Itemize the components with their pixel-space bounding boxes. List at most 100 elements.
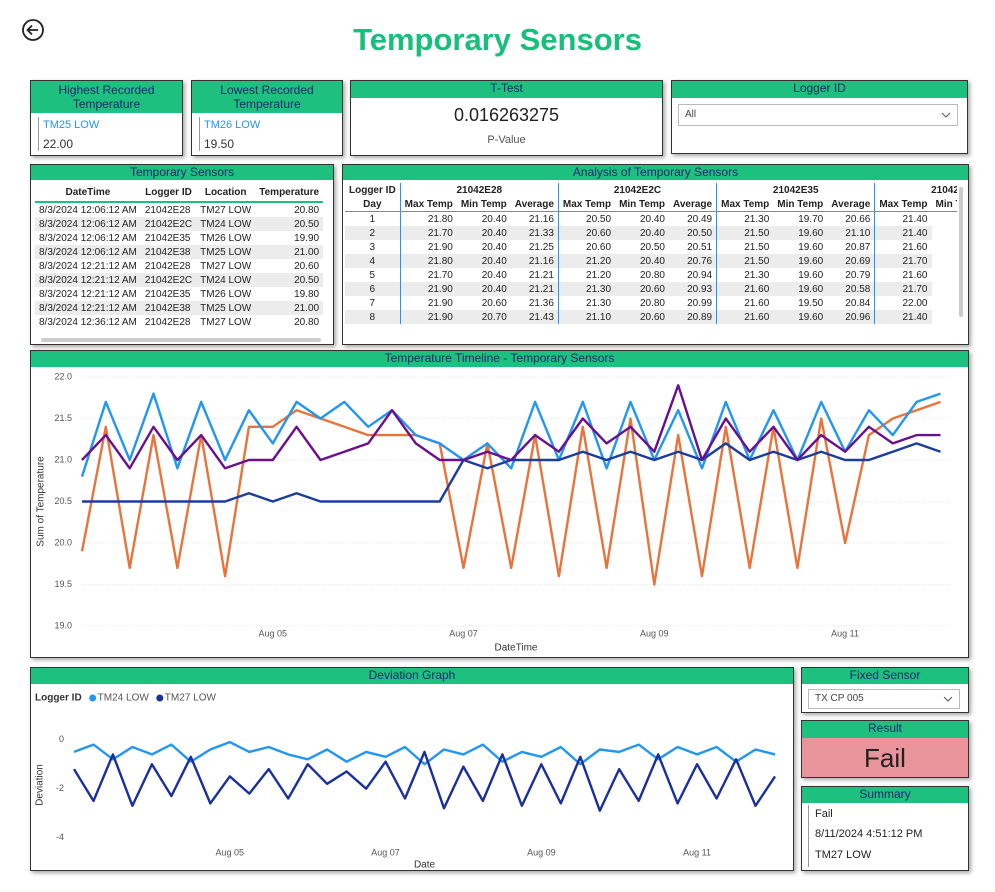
table-cell: 20.84 xyxy=(827,296,876,310)
table-cell: 21.30 xyxy=(586,283,612,295)
deviation-panel: Deviation Graph 0 -2 -4 Aug 05 Aug 07 Aug 09 A… xyxy=(30,667,794,871)
y-tick-label: 20.5 xyxy=(54,496,72,506)
table-cell: 21.21 xyxy=(510,268,559,282)
table-cell: 20.70 xyxy=(481,311,507,323)
table-cell: 8/3/2024 12:06:12 AM xyxy=(39,204,137,216)
x-tick-label: Aug 09 xyxy=(640,628,669,638)
logger-header: 21042E28 xyxy=(400,183,559,197)
table-cell: 19.80 xyxy=(294,288,320,300)
table-row: 8 21.90 20.70 21.43 21.10 20.60 20.89 21.60 19.6… xyxy=(345,310,957,324)
table-body: 8/3/2024 12:06:12 AM 21042E28 TM27 LOW 20.8… xyxy=(35,202,324,329)
header-row: Logger ID21042E2821042E2C21042E3521042E3… xyxy=(345,183,957,197)
x-tick-label: Aug 07 xyxy=(371,847,400,857)
table-cell: 19.60 xyxy=(798,311,824,323)
result-card: Result Fail xyxy=(801,720,969,778)
table-cell: 21.43 xyxy=(510,310,559,324)
y-tick-label: 21.0 xyxy=(54,454,72,464)
card-logger: TM26 LOW xyxy=(204,119,261,131)
sensor-table-panel: Temporary Sensors DateTime Logger ID Locat… xyxy=(30,164,334,345)
table-row: 8/3/2024 12:21:12 AM 21042E2C TM24 LOW 20.5… xyxy=(35,273,324,287)
chevron xyxy=(941,112,951,118)
card-title: T-Test xyxy=(351,81,662,98)
table-cell: 3 xyxy=(345,240,401,254)
table-row: 5 21.70 20.40 21.21 21.20 20.80 20.94 21.30 19.6… xyxy=(345,268,957,282)
table-row: 4 21.80 20.40 21.16 21.20 20.40 20.76 21.50 19.6… xyxy=(345,254,957,268)
measure-header: Min Temp xyxy=(773,197,828,212)
table-cell: 20.50 xyxy=(255,273,324,287)
measure-header: Max Temp xyxy=(400,197,457,212)
table-cell: 20.87 xyxy=(827,240,876,254)
table-cell: 21042E35 xyxy=(144,232,191,244)
series-line xyxy=(81,384,941,470)
table-row: 8/3/2024 12:06:12 AM 21042E35 TM26 LOW 19.9… xyxy=(35,231,323,245)
corner-header: Logger ID xyxy=(345,183,401,197)
table-cell: TM25 LOW xyxy=(196,245,256,259)
column-header: Logger ID xyxy=(140,183,197,203)
series-line xyxy=(73,740,776,766)
header-row: Day Max Temp Min Temp Average Max Temp Min Te… xyxy=(345,197,957,212)
ttest-card: T-Test 0.016263275 P-Value xyxy=(350,80,663,156)
measure-header: Min Temp xyxy=(931,197,957,212)
table-cell: 20.76 xyxy=(669,254,718,268)
table-cell: 8/3/2024 12:21:12 AM xyxy=(39,260,137,272)
table-cell: 19.60 xyxy=(798,283,824,295)
table-cell: 21.00 xyxy=(255,245,324,259)
y-tick-label: 0 xyxy=(59,734,64,744)
corner-header: Day xyxy=(345,197,401,212)
table-row: 8/3/2024 12:36:12 AM 21042E28 TM27 LOW 20.8… xyxy=(35,315,323,329)
back-button[interactable] xyxy=(21,18,45,42)
y-tick-label: -2 xyxy=(56,783,64,793)
table-cell: 7 xyxy=(345,296,401,310)
dropdown[interactable]: TX CP 005 xyxy=(808,689,960,709)
table-cell: 20.50 xyxy=(669,226,718,240)
table-cell: 21.90 xyxy=(427,283,453,295)
table-cell: TM25 LOW xyxy=(196,301,256,315)
table-cell: 20.94 xyxy=(669,268,718,282)
table-cell: 19.90 xyxy=(294,232,320,244)
card-title: Lowest Recorded Temperature xyxy=(192,81,342,113)
summary-line: Fail xyxy=(815,808,833,820)
lowest-card: Lowest Recorded Temperature TM26 LOW 19.… xyxy=(191,80,343,156)
table-cell: 21.10 xyxy=(586,311,612,323)
table-cell: 20.40 xyxy=(481,283,507,295)
table-cell: 5 xyxy=(345,268,401,282)
table-cell: 21042E2C xyxy=(140,273,197,287)
series-line xyxy=(80,392,941,477)
table-cell: 21.33 xyxy=(510,226,559,240)
table-cell: TM27 LOW xyxy=(200,260,252,272)
table-cell: 8/3/2024 12:06:12 AM xyxy=(39,232,137,244)
x-tick-label: Aug 05 xyxy=(216,847,245,857)
table-cell: 20.40 xyxy=(481,255,507,267)
table-row: 6 21.90 20.40 21.21 21.30 20.60 20.93 21.60 19.6… xyxy=(345,282,957,296)
table-row: 3 21.90 20.40 21.25 20.60 20.50 20.51 21.50 19.6… xyxy=(345,240,957,254)
table-cell: 19.60 xyxy=(798,255,824,267)
x-tick-label: Aug 05 xyxy=(259,628,288,638)
table-cell: 4 xyxy=(345,254,401,268)
measure-header: Average xyxy=(510,197,559,212)
table-row: 2 21.70 20.40 21.33 20.60 20.40 20.50 21.50 19.6… xyxy=(345,226,957,240)
table-cell: TM26 LOW xyxy=(200,288,252,300)
measure-header: Max Temp xyxy=(558,197,616,212)
result-title: Result xyxy=(802,721,968,738)
table-row: 8/3/2024 12:21:12 AM 21042E38 TM25 LOW 21.0… xyxy=(35,301,324,315)
deviation-chart: 0 -2 -4 Aug 05 Aug 07 Aug 09 Aug 11 Date Deviati… xyxy=(35,693,777,870)
measure-header: Max Temp xyxy=(716,197,774,212)
table-cell: 21.20 xyxy=(586,255,612,267)
table-cell: 20.66 xyxy=(827,211,876,226)
table-cell: 21.50 xyxy=(744,241,770,253)
logger-header: 21042E35 xyxy=(716,183,876,197)
table-cell: 21.60 xyxy=(902,269,928,281)
dropdown[interactable]: All xyxy=(678,104,958,126)
series-line xyxy=(80,400,941,586)
table-cell: 8 xyxy=(345,310,401,324)
table-cell: 21.60 xyxy=(744,311,770,323)
table-cell: 20.51 xyxy=(669,240,718,254)
table-cell: 8/3/2024 12:21:12 AM xyxy=(35,273,141,287)
y-tick-label: 19.0 xyxy=(54,620,72,630)
table-cell: 20.40 xyxy=(481,241,507,253)
table-cell: 21.90 xyxy=(427,241,453,253)
table-cell: 21.36 xyxy=(510,296,559,310)
chart-title: Deviation Graph xyxy=(31,668,793,684)
table-cell: 21.50 xyxy=(744,255,770,267)
table-row: 1 21.80 20.40 21.16 20.50 20.40 20.49 21.30 19.7… xyxy=(345,211,957,226)
